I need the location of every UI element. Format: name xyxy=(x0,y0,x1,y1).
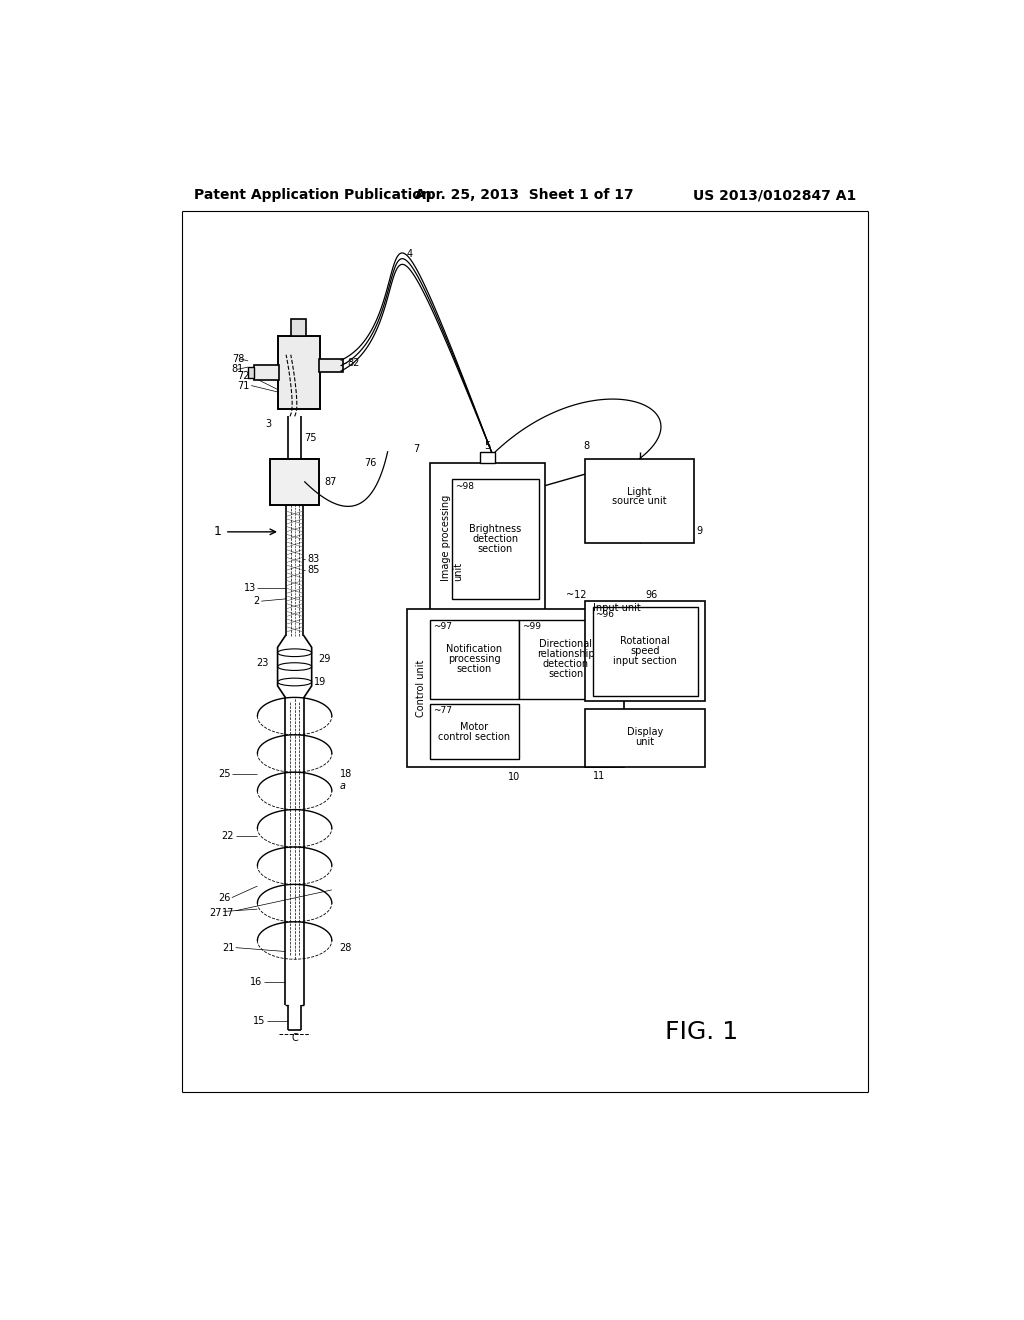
Text: Rotational: Rotational xyxy=(621,636,670,647)
Text: Motor: Motor xyxy=(461,722,488,731)
Text: ~99: ~99 xyxy=(521,622,541,631)
Text: 81: 81 xyxy=(231,364,244,375)
Text: Input unit: Input unit xyxy=(593,603,641,614)
Bar xyxy=(519,619,612,700)
Text: section: section xyxy=(478,544,513,554)
Bar xyxy=(430,704,519,759)
Bar xyxy=(278,335,321,409)
Text: 82: 82 xyxy=(347,358,359,368)
Text: Control unit: Control unit xyxy=(417,660,426,717)
Text: Directional: Directional xyxy=(540,639,592,649)
Text: 23: 23 xyxy=(256,657,268,668)
Text: 15: 15 xyxy=(253,1016,265,1026)
Text: FIG. 1: FIG. 1 xyxy=(665,1020,738,1044)
Bar xyxy=(586,459,693,544)
Text: 72: 72 xyxy=(238,371,250,381)
Bar xyxy=(480,451,496,462)
Text: 8: 8 xyxy=(584,441,590,450)
Text: 16: 16 xyxy=(250,977,262,987)
Text: ~12: ~12 xyxy=(566,590,587,601)
Text: 75: 75 xyxy=(304,433,316,444)
Text: ~98: ~98 xyxy=(455,482,474,491)
Bar xyxy=(593,607,697,696)
Text: 85: 85 xyxy=(307,565,319,576)
Text: 26: 26 xyxy=(218,892,230,903)
Text: Image processing
unit: Image processing unit xyxy=(441,495,463,581)
Text: 18: 18 xyxy=(340,770,352,779)
Text: Apr. 25, 2013  Sheet 1 of 17: Apr. 25, 2013 Sheet 1 of 17 xyxy=(416,189,634,202)
Text: 19: 19 xyxy=(314,677,327,686)
Text: detection: detection xyxy=(543,659,589,669)
Text: 13: 13 xyxy=(244,583,256,593)
Text: 71: 71 xyxy=(238,380,250,391)
Text: 2: 2 xyxy=(254,597,260,606)
Bar xyxy=(319,359,343,372)
Text: 27: 27 xyxy=(209,908,222,917)
Text: source unit: source unit xyxy=(612,496,667,506)
Text: 11: 11 xyxy=(593,771,605,781)
Text: 5: 5 xyxy=(484,441,490,450)
Text: 1: 1 xyxy=(213,525,221,539)
Text: unit: unit xyxy=(635,737,654,747)
Text: Light: Light xyxy=(628,487,651,496)
Text: 28: 28 xyxy=(340,942,352,953)
Text: section: section xyxy=(548,669,584,680)
Text: input section: input section xyxy=(613,656,677,667)
Text: Brightness: Brightness xyxy=(469,524,521,533)
Text: control section: control section xyxy=(438,731,511,742)
Text: 21: 21 xyxy=(222,942,234,953)
Bar xyxy=(452,479,539,599)
Text: C: C xyxy=(291,1032,298,1043)
Text: ~97: ~97 xyxy=(432,622,452,631)
Text: 76: 76 xyxy=(365,458,377,467)
Text: detection: detection xyxy=(472,533,518,544)
Text: Notification: Notification xyxy=(446,644,503,653)
Text: 22: 22 xyxy=(221,832,234,841)
Text: a: a xyxy=(340,781,345,791)
Text: ~96: ~96 xyxy=(595,610,614,619)
Text: 4: 4 xyxy=(407,249,413,259)
Text: 83: 83 xyxy=(307,554,319,564)
Bar xyxy=(586,601,706,701)
Bar xyxy=(254,364,280,380)
Text: processing: processing xyxy=(449,653,501,664)
Bar xyxy=(430,619,519,700)
Bar xyxy=(407,609,624,767)
Text: US 2013/0102847 A1: US 2013/0102847 A1 xyxy=(693,189,856,202)
Text: 25: 25 xyxy=(218,770,230,779)
Bar xyxy=(586,709,706,767)
Bar xyxy=(291,318,306,335)
Text: section: section xyxy=(457,664,493,675)
Text: Patent Application Publication: Patent Application Publication xyxy=(194,189,432,202)
Text: speed: speed xyxy=(630,647,659,656)
Text: 9: 9 xyxy=(697,527,702,536)
Text: 7: 7 xyxy=(414,444,420,454)
Bar xyxy=(430,462,545,612)
Text: Display: Display xyxy=(627,727,664,737)
Text: 3: 3 xyxy=(265,418,271,429)
Text: 10: 10 xyxy=(508,772,520,783)
Text: 17: 17 xyxy=(222,908,234,917)
Text: 29: 29 xyxy=(317,653,331,664)
Bar xyxy=(248,367,254,378)
Text: 96: 96 xyxy=(645,590,657,601)
Text: 87: 87 xyxy=(324,477,337,487)
Bar xyxy=(270,459,319,506)
Text: 78: 78 xyxy=(232,354,245,363)
Text: relationship: relationship xyxy=(537,649,595,659)
Text: ~77: ~77 xyxy=(432,706,452,715)
